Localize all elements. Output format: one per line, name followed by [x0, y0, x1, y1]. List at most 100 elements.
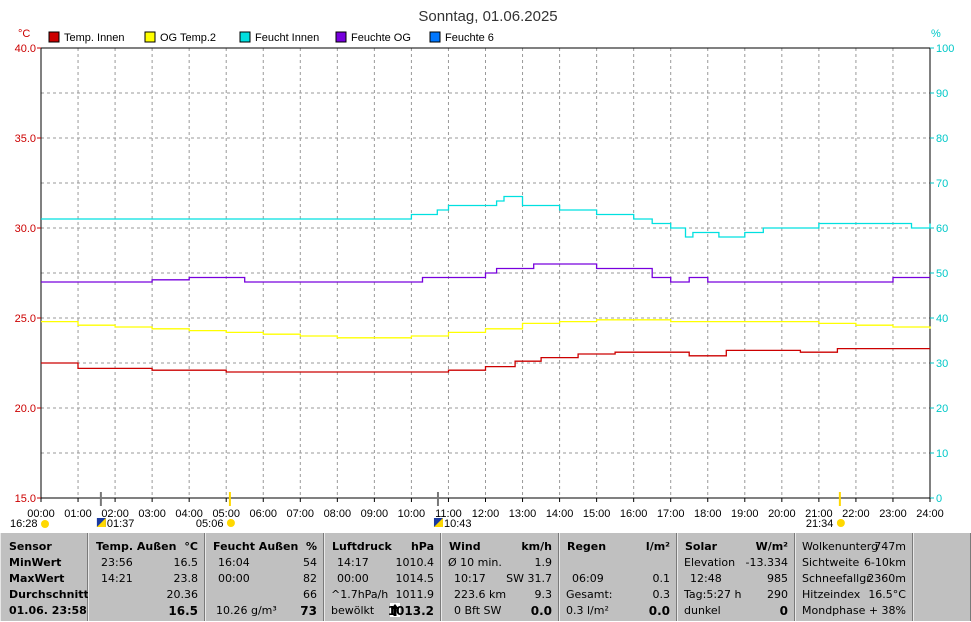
x-tick-label: 19:00: [731, 508, 759, 520]
luftdruck-unit: hPa: [410, 540, 434, 553]
series-line-1: [41, 319, 931, 339]
temp-min-value: 16.5: [173, 556, 199, 569]
legend-label: Feucht Innen: [255, 32, 319, 44]
legend-label: Feuchte OG: [351, 32, 411, 44]
feucht-current: 73: [300, 604, 317, 618]
hitzeindex-value: 16.5°C: [868, 588, 906, 601]
solar-max-time: 12:48: [690, 572, 722, 585]
left-tick-label: 15.0: [15, 493, 36, 505]
regen-day: 0.3 l/m²: [566, 604, 609, 617]
wind-max-time: 10:17: [454, 572, 486, 585]
right-tick-label: 80: [936, 133, 948, 145]
x-tick-label: 06:00: [249, 508, 277, 520]
legend-swatch: [239, 31, 251, 43]
left-axis-unit: °C: [18, 28, 30, 40]
regen-header: Regen: [567, 540, 607, 553]
wind-avg-value: 1.9: [534, 556, 553, 569]
x-tick-label: 15:00: [583, 508, 611, 520]
right-tick-label: 0: [936, 493, 942, 505]
legend-label: Feuchte 6: [445, 32, 494, 44]
x-tick-label: 20:00: [768, 508, 796, 520]
sunmark-time: 10:43: [444, 518, 472, 530]
misc-column: Wolkenunterg 747m Sichtweite 6-10km Schnee…: [795, 533, 913, 621]
minwert-label: MinWert: [9, 556, 62, 569]
empty-column: [913, 533, 971, 621]
feucht-min-value: 54: [303, 556, 317, 569]
wind-column: Wind km/h Ø 10 min. 1.9 10:17 SW 31.7 223.6…: [441, 533, 559, 621]
legend-swatch: [335, 31, 347, 43]
luftdruck-trend: ^1.7hPa/h: [331, 588, 389, 601]
right-tick-label: 10: [936, 448, 948, 460]
hitzeindex-label: Hitzeindex: [802, 588, 861, 601]
x-tick-label: 13:00: [509, 508, 537, 520]
solar-current: 0: [779, 604, 788, 618]
x-tick-label: 12:00: [472, 508, 500, 520]
right-tick-label: 60: [936, 223, 948, 235]
left-tick-label: 25.0: [15, 313, 36, 325]
feucht-unit: %: [305, 540, 317, 553]
left-tick-label: 35.0: [15, 133, 36, 145]
wind-max-value: SW 31.7: [506, 572, 552, 585]
x-tick-label: 01:00: [64, 508, 92, 520]
x-tick-label: 09:00: [361, 508, 389, 520]
solar-elevation-value: -13.334: [745, 556, 788, 569]
sensor-column: Sensor MinWert MaxWert Durchschnitt 01.0…: [0, 533, 89, 621]
x-tick-label: 11:00: [435, 508, 462, 520]
wolkenunterg-value: 747m: [874, 540, 906, 553]
regen-current: 0.0: [648, 604, 670, 618]
regen-total-label: Gesamt:: [566, 588, 613, 601]
left-axis: 15.0 20.0 25.0 30.0 35.0 40.0: [15, 43, 41, 505]
temp-max-value: 23.8: [173, 572, 199, 585]
feucht-max-time: 00:00: [218, 572, 250, 585]
solar-unit: W/m²: [755, 540, 788, 553]
sunrise-time: 05:06: [196, 518, 224, 530]
luftdruck-header: Luftdruck: [332, 540, 392, 553]
temp-max-time: 14:21: [101, 572, 133, 585]
sichtweite-label: Sichtweite: [802, 556, 860, 569]
luftdruck-trend-value: 1011.9: [395, 588, 435, 601]
luftdruck-max-value: 1014.5: [395, 572, 435, 585]
temp-column: Temp. Außen °C 23:56 16.5 14:21 23.8 20.36 …: [88, 533, 205, 621]
solar-column: Solar W/m² Elevation -13.334 12:48 985 Tag:…: [677, 533, 795, 621]
series-line-2: [41, 195, 931, 238]
solar-max-value: 985: [767, 572, 788, 585]
sunrise-mark-time: 01:37: [107, 518, 135, 530]
regen-total-value: 0.3: [652, 588, 671, 601]
mondphase-value: + 38%: [868, 604, 906, 617]
weather-chart: Sonntag, 01.06.2025 °C % Temp. Innen OG T…: [10, 8, 954, 530]
x-tick-label: 03:00: [138, 508, 166, 520]
date-label: 01.06. 23:58: [9, 604, 87, 617]
feucht-column: Feucht Außen% 16:04 54 00:00 82 66 10.26 g…: [205, 533, 324, 621]
feucht-absolute: 10.26 g/m³: [216, 604, 277, 617]
legend-label: Temp. Innen: [64, 32, 125, 44]
moon-icon: [41, 520, 49, 528]
moonset-time: 16:28: [10, 518, 38, 530]
right-axis-unit: %: [931, 28, 941, 40]
stats-panel: Sensor MinWert MaxWert Durchschnitt 01.0…: [0, 533, 971, 621]
x-tick-label: 23:00: [879, 508, 907, 520]
solar-header: Solar: [685, 540, 718, 553]
wind-beaufort: 0 Bft SW: [454, 604, 502, 617]
luftdruck-state: bewölkt: [331, 604, 375, 617]
x-axis: 00:00 01:00 02:00 03:00 04:00 05:00 06:00 07:00…: [27, 498, 944, 520]
x-tick-label: 10:00: [398, 508, 426, 520]
feucht-max-value: 82: [303, 572, 317, 585]
durchschnitt-label: Durchschnitt: [9, 588, 89, 601]
sichtweite-value: 6-10km: [863, 556, 906, 569]
x-tick-label: 18:00: [694, 508, 722, 520]
grid: [41, 48, 930, 498]
solar-elevation-label: Elevation: [684, 556, 736, 569]
wind-current: 0.0: [530, 604, 552, 618]
x-tick-label: 24:00: [916, 508, 944, 520]
wind-avg-label: Ø 10 min.: [448, 556, 502, 569]
x-tick-label: 07:00: [287, 508, 315, 520]
sun-icon: [836, 519, 845, 527]
luftdruck-min-value: 1010.4: [395, 556, 435, 569]
legend-swatch: [144, 31, 156, 43]
temp-min-time: 23:56: [101, 556, 133, 569]
right-axis: 0 10 20 30 40 50 60 70 80 90 100: [930, 43, 954, 505]
temp-header: Temp. Außen: [96, 540, 177, 553]
x-tick-label: 14:00: [546, 508, 574, 520]
moon-phase-half-icon: [433, 518, 443, 527]
right-tick-label: 30: [936, 358, 948, 370]
